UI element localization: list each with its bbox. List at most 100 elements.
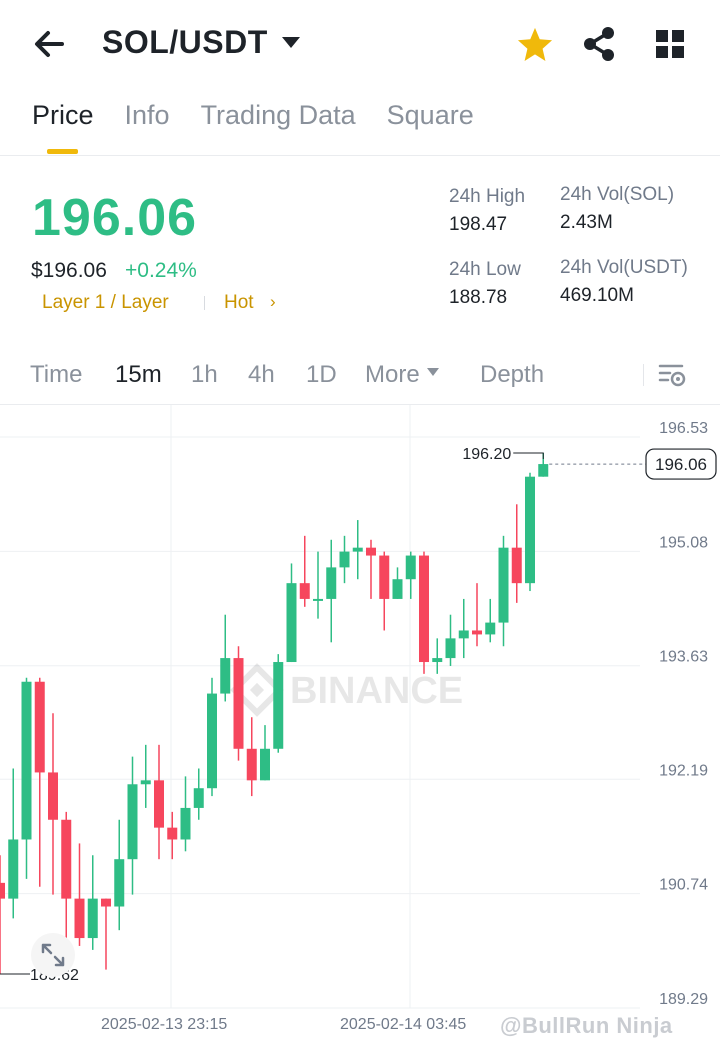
candle-body <box>525 476 535 584</box>
candle-body <box>392 579 403 599</box>
chevron-down-icon <box>427 368 439 376</box>
high-marker-label: 196.20 <box>462 446 511 463</box>
candle-body <box>472 630 482 635</box>
divider <box>643 364 644 386</box>
timeframe-15m[interactable]: 15m <box>115 361 162 388</box>
timeframe-more[interactable]: More <box>365 361 420 388</box>
pair-selector[interactable]: SOL/USDT <box>102 24 300 61</box>
candle-body <box>21 681 32 840</box>
timeframe-1d[interactable]: 1D <box>306 361 337 388</box>
price-change: +0.24% <box>125 259 197 282</box>
candle-body <box>180 807 191 840</box>
pair-title: SOL/USDT <box>102 24 268 60</box>
divider <box>0 155 720 156</box>
candle-body <box>246 748 257 781</box>
timeframe-1h[interactable]: 1h <box>191 361 218 388</box>
candle-body <box>140 780 151 785</box>
candle-body <box>352 547 363 552</box>
expand-chart-button[interactable] <box>31 933 75 977</box>
y-tick-label: 195.08 <box>659 534 708 551</box>
candle-body <box>167 827 178 840</box>
chart-settings-icon[interactable] <box>656 360 688 390</box>
binance-watermark: BINANCE <box>230 663 463 717</box>
candle-body <box>61 819 72 899</box>
tag-hot[interactable]: Hot <box>224 292 254 313</box>
candle-body <box>273 662 284 749</box>
back-arrow-icon[interactable] <box>30 24 70 64</box>
candle-body <box>34 681 45 773</box>
last-price-badge <box>645 448 717 480</box>
candle-body <box>127 784 138 860</box>
stat-high-value: 198.47 <box>449 214 508 235</box>
usd-price: $196.06 <box>31 259 107 282</box>
last-price: 196.06 <box>32 189 198 247</box>
high-marker-line <box>513 452 544 460</box>
tab-trading-data[interactable]: Trading Data <box>200 100 356 130</box>
y-tick-label: 193.63 <box>659 649 708 666</box>
candle-body <box>339 551 350 568</box>
candle-body <box>538 464 549 477</box>
divider <box>204 296 205 310</box>
candle-body <box>114 859 125 907</box>
candle-body <box>405 555 416 580</box>
stat-vol-usdt-value: 469.10M <box>560 285 634 306</box>
candle-body <box>74 898 85 939</box>
candle-body <box>220 658 231 694</box>
tag-layer[interactable]: Layer 1 / Layer <box>42 292 169 313</box>
y-tick-label: 192.19 <box>659 762 708 779</box>
chevron-right-icon: › <box>270 292 276 311</box>
stat-low-value: 188.78 <box>449 287 508 308</box>
tab-bar: Price Info Trading Data Square <box>32 100 505 131</box>
expand-icon <box>41 943 65 967</box>
candle-body <box>286 583 297 663</box>
star-icon[interactable] <box>516 26 554 62</box>
x-tick-label: 2025-02-13 23:15 <box>101 1016 228 1033</box>
candle-body <box>0 882 5 899</box>
active-tab-indicator <box>47 149 78 154</box>
stat-vol-sol-value: 2.43M <box>560 212 613 233</box>
timeframe-4h[interactable]: 4h <box>248 361 275 388</box>
candle-body <box>445 638 456 659</box>
candle-body <box>432 658 443 663</box>
candle-body <box>326 567 337 599</box>
candlestick-chart[interactable]: 196.53 195.08 193.63 192.19 190.74 189.29 BIN… <box>0 405 720 1015</box>
last-price-label: 196.06 <box>655 455 707 474</box>
candle-body <box>154 780 164 828</box>
candle-body <box>48 772 58 820</box>
tab-info[interactable]: Info <box>124 100 170 130</box>
y-tick-label: 189.29 <box>659 991 708 1008</box>
stat-vol-sol-label: 24h Vol(SOL) <box>560 184 675 205</box>
stat-low-label: 24h Low <box>449 259 521 280</box>
tab-price[interactable]: Price <box>32 100 94 130</box>
tab-square[interactable]: Square <box>386 100 474 130</box>
stat-vol-usdt-label: 24h Vol(USDT) <box>560 257 688 278</box>
y-tick-label: 190.74 <box>659 877 708 894</box>
candle-body <box>299 583 310 599</box>
candle-body <box>207 693 217 789</box>
timeframe-depth[interactable]: Depth <box>480 361 545 388</box>
candle-body <box>87 898 98 939</box>
candle-body <box>485 622 496 635</box>
candle-body <box>101 898 111 907</box>
credit-watermark: @BullRun Ninja <box>500 1013 673 1038</box>
candle-body <box>193 788 204 808</box>
candle-body <box>313 598 323 601</box>
grid-icon[interactable] <box>654 28 686 60</box>
candle-body <box>366 547 376 556</box>
candle-body <box>419 555 429 663</box>
candle-body <box>498 547 509 623</box>
x-tick-label: 2025-02-14 03:45 <box>340 1016 467 1033</box>
candle-body <box>8 839 19 899</box>
chevron-down-icon <box>281 37 300 48</box>
candle-body <box>511 547 522 584</box>
candle-body <box>233 658 244 749</box>
timeframe-time[interactable]: Time <box>30 361 83 388</box>
candle-body <box>260 748 270 781</box>
share-icon[interactable] <box>582 26 616 62</box>
candle-body <box>379 555 390 599</box>
divider <box>0 404 720 405</box>
watermark-text: BINANCE <box>290 670 463 712</box>
candle-body <box>458 630 469 639</box>
y-tick-label: 196.53 <box>659 420 708 437</box>
stat-high-label: 24h High <box>449 186 526 207</box>
